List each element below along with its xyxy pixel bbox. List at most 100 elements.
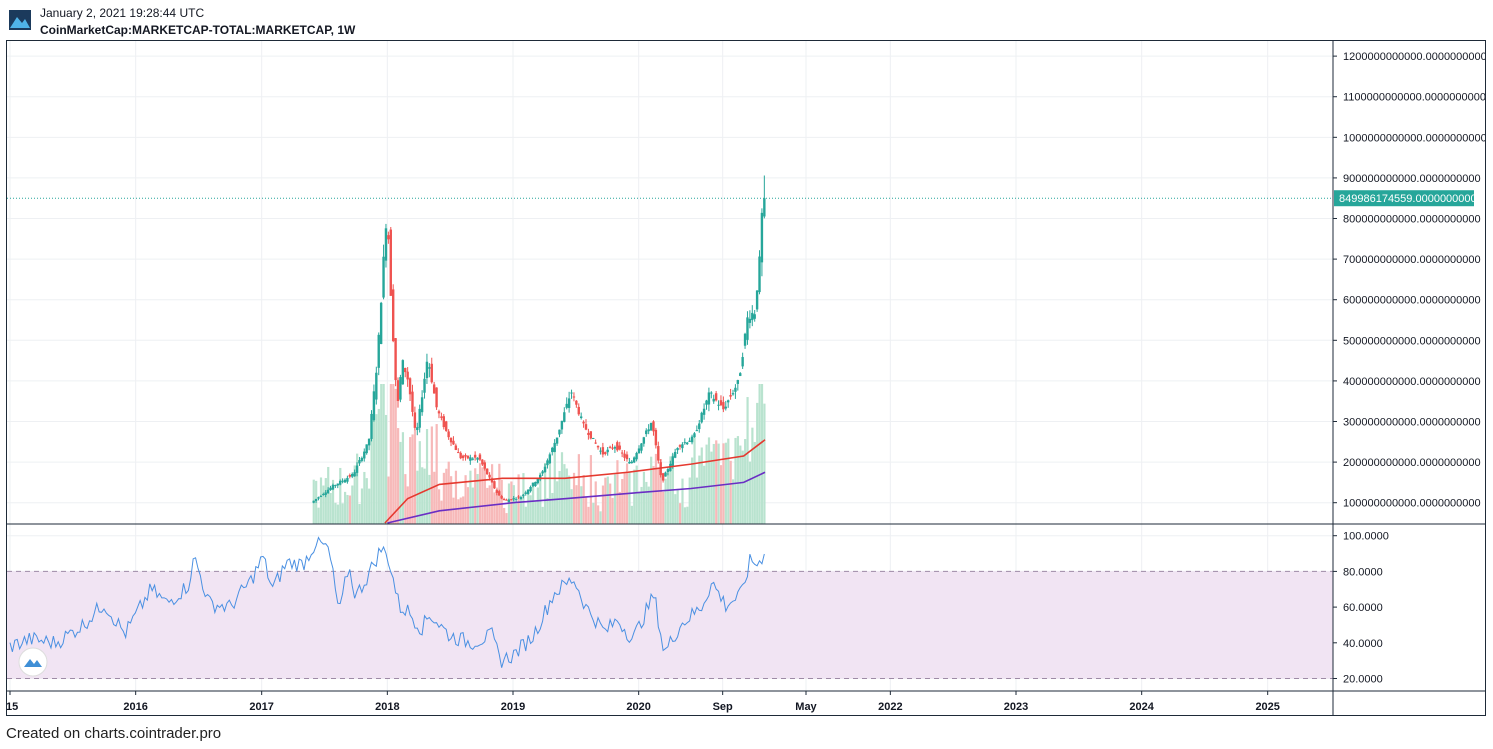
candle-body — [418, 408, 421, 428]
candle-body — [461, 455, 465, 459]
candle-body — [500, 495, 503, 499]
price-tick-label: 700000000000.0000000000 — [1343, 254, 1481, 266]
price-tick-label: 1000000000000.0000000000 — [1343, 132, 1485, 144]
candle-body — [681, 444, 684, 449]
candle-body — [693, 433, 696, 437]
candle-body — [755, 290, 759, 310]
volume-bar — [700, 447, 703, 524]
volume-bar — [327, 466, 330, 524]
candle-body — [736, 380, 740, 384]
volume-bar — [633, 469, 636, 524]
volume-bar — [609, 483, 612, 524]
candle-body — [645, 430, 648, 435]
volume-bar — [343, 491, 347, 524]
candle-body — [748, 318, 752, 323]
volume-bar — [339, 467, 342, 524]
time-tick-label: 2017 — [249, 701, 273, 713]
candle-body — [483, 462, 486, 469]
candle-body — [428, 367, 431, 369]
candle-body — [442, 416, 446, 428]
candle-body — [753, 314, 756, 319]
candle-body — [577, 406, 580, 415]
candle-body — [647, 429, 650, 432]
volume-bar — [715, 440, 718, 524]
volume-bar — [348, 495, 352, 524]
candle-body — [717, 404, 720, 406]
time-tick-label: 2022 — [878, 701, 902, 713]
candle-body — [657, 446, 660, 461]
candle-body — [567, 398, 571, 408]
candle-body — [558, 429, 561, 435]
candle-body — [531, 482, 535, 487]
volume-bar — [623, 472, 626, 524]
volume-bar — [512, 485, 515, 524]
candle-body — [490, 478, 494, 483]
volume-bar — [341, 503, 344, 524]
volume-bar — [360, 488, 364, 524]
chart-frame[interactable]: 100000000000.0000000000 200000000000.0000… — [6, 40, 1486, 716]
volume-bar — [401, 432, 405, 524]
candle-body — [331, 484, 335, 490]
candle-body — [686, 442, 689, 445]
candle-body — [370, 413, 373, 439]
volume-bar — [635, 465, 638, 524]
chart-svg[interactable]: 100000000000.0000000000 200000000000.0000… — [7, 41, 1485, 715]
volume-bar — [319, 477, 323, 524]
volume-bar — [539, 472, 542, 524]
candle-body — [478, 454, 482, 460]
volume-bar — [356, 453, 359, 524]
tradingview-logo-icon[interactable] — [18, 647, 48, 677]
volume-bar — [536, 487, 539, 524]
candle-body — [481, 459, 484, 465]
volume-bar — [691, 457, 694, 524]
volume-bar — [611, 497, 614, 524]
candle-body — [625, 454, 629, 460]
volume-bar — [433, 471, 436, 524]
volume-bar — [474, 468, 477, 524]
candle-body — [543, 466, 547, 473]
volume-bar — [546, 497, 549, 524]
volume-bar — [495, 487, 499, 524]
candle-body — [676, 447, 679, 451]
candle-body — [688, 440, 691, 442]
candle-body — [514, 498, 518, 500]
candle-body — [401, 360, 405, 385]
candle-body — [741, 357, 744, 367]
volume-bar — [642, 471, 646, 524]
time-tick-label: Sep — [713, 701, 733, 713]
candle-body — [746, 317, 749, 340]
volume-bar — [435, 424, 438, 524]
candle-body — [399, 377, 402, 400]
volume-bar — [428, 474, 431, 524]
candle-body — [596, 445, 600, 448]
candle-body — [678, 445, 682, 447]
volume-bar — [678, 503, 682, 524]
candle-body — [411, 391, 414, 412]
volume-bar — [584, 496, 588, 524]
candle-body — [355, 465, 359, 473]
symbol-title: CoinMarketCap:MARKETCAP-TOTAL:MARKETCAP,… — [40, 23, 356, 37]
volume-bar — [418, 441, 421, 524]
volume-bar — [442, 472, 446, 524]
volume-bar — [650, 456, 653, 524]
volume-bar — [748, 461, 752, 524]
volume-bar — [411, 434, 414, 524]
candle-body — [396, 380, 400, 402]
volume-bar — [645, 481, 648, 524]
time-tick-label: 2025 — [1255, 701, 1279, 713]
volume-bar — [392, 384, 395, 524]
volume-bar — [630, 505, 633, 524]
volume-bar — [756, 402, 759, 524]
price-tick-label: 400000000000.0000000000 — [1343, 376, 1481, 388]
candle-body — [620, 452, 624, 454]
candle-body — [346, 477, 349, 482]
volume-bar — [693, 435, 696, 524]
rsi-band — [7, 570, 1333, 680]
candle-body — [485, 468, 489, 475]
candle-body — [404, 367, 407, 373]
time-tick-label: 2020 — [626, 701, 650, 713]
volume-bar — [382, 384, 385, 524]
volume-bar — [597, 505, 600, 524]
volume-bar — [384, 414, 388, 524]
volume-bar — [351, 485, 354, 524]
